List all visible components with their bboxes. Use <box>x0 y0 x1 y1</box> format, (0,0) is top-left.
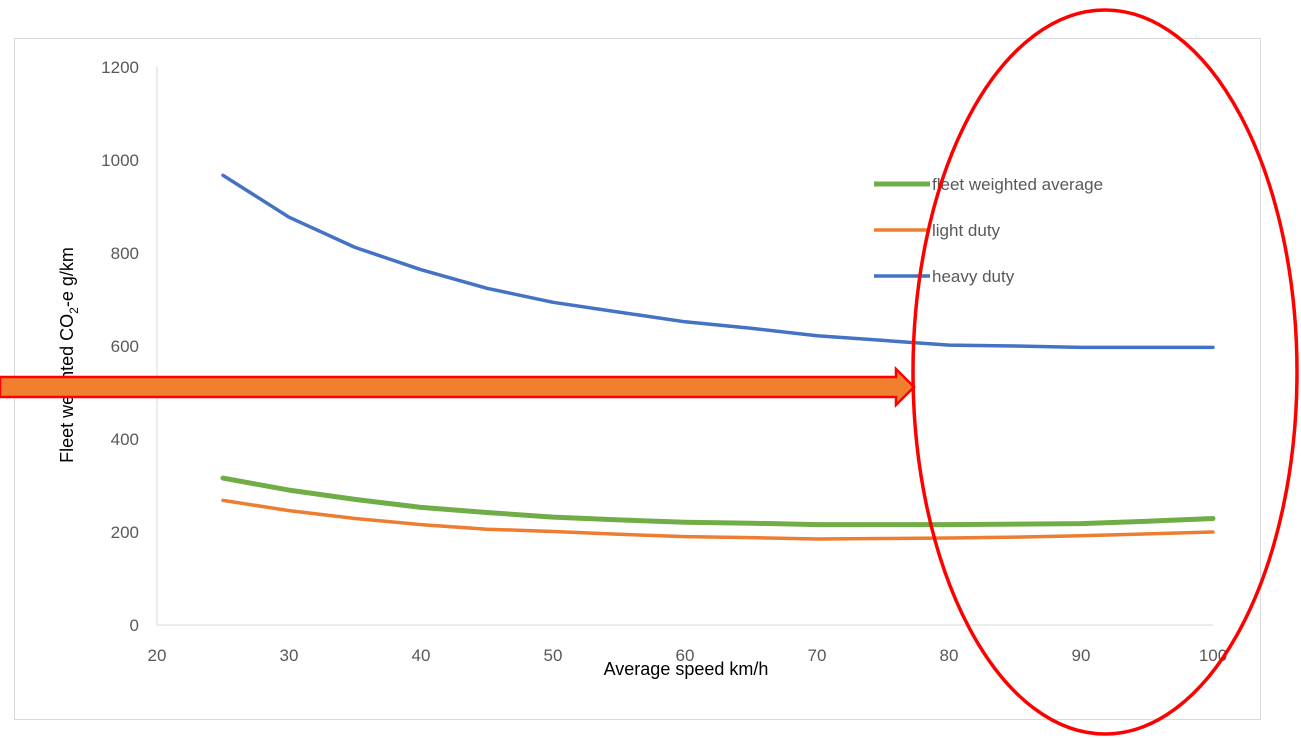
annotation-arrow <box>0 365 916 409</box>
y-tick-label: 400 <box>111 430 139 449</box>
x-axis-title: Average speed km/h <box>604 659 769 679</box>
x-tick-label: 40 <box>412 646 431 665</box>
x-tick-label: 90 <box>1072 646 1091 665</box>
series-layer <box>220 173 1216 541</box>
x-tick-label: 70 <box>808 646 827 665</box>
x-tick-label: 60 <box>676 646 695 665</box>
legend: fleet weighted average light duty heavy du… <box>874 175 1103 286</box>
y-tick-label: 1000 <box>101 151 139 170</box>
annotation-ellipse <box>911 8 1299 736</box>
y-tick-label: 600 <box>111 337 139 356</box>
x-tick-label: 50 <box>544 646 563 665</box>
legend-label: light duty <box>932 221 1001 240</box>
y-axis-title-unit: -e g/km <box>57 247 77 307</box>
series-line <box>221 173 1215 350</box>
x-tick-label: 80 <box>940 646 959 665</box>
y-axis-ticks: 0 200 400 600 800 1000 1200 <box>101 58 139 635</box>
y-axis-title: Fleet weighted CO2-e g/km <box>57 247 81 463</box>
y-tick-label: 1200 <box>101 58 139 77</box>
y-tick-label: 200 <box>111 523 139 542</box>
x-tick-label: 20 <box>148 646 167 665</box>
x-axis-ticks: 20 30 40 50 60 70 80 90 100 <box>148 646 1228 665</box>
series-line <box>221 498 1215 541</box>
series-line <box>220 475 1216 528</box>
x-tick-label: 30 <box>280 646 299 665</box>
y-axis-title-subscript: 2 <box>67 307 81 314</box>
y-tick-label: 0 <box>130 616 139 635</box>
y-tick-label: 800 <box>111 244 139 263</box>
legend-label: fleet weighted average <box>932 175 1103 194</box>
legend-label: heavy duty <box>932 267 1015 286</box>
